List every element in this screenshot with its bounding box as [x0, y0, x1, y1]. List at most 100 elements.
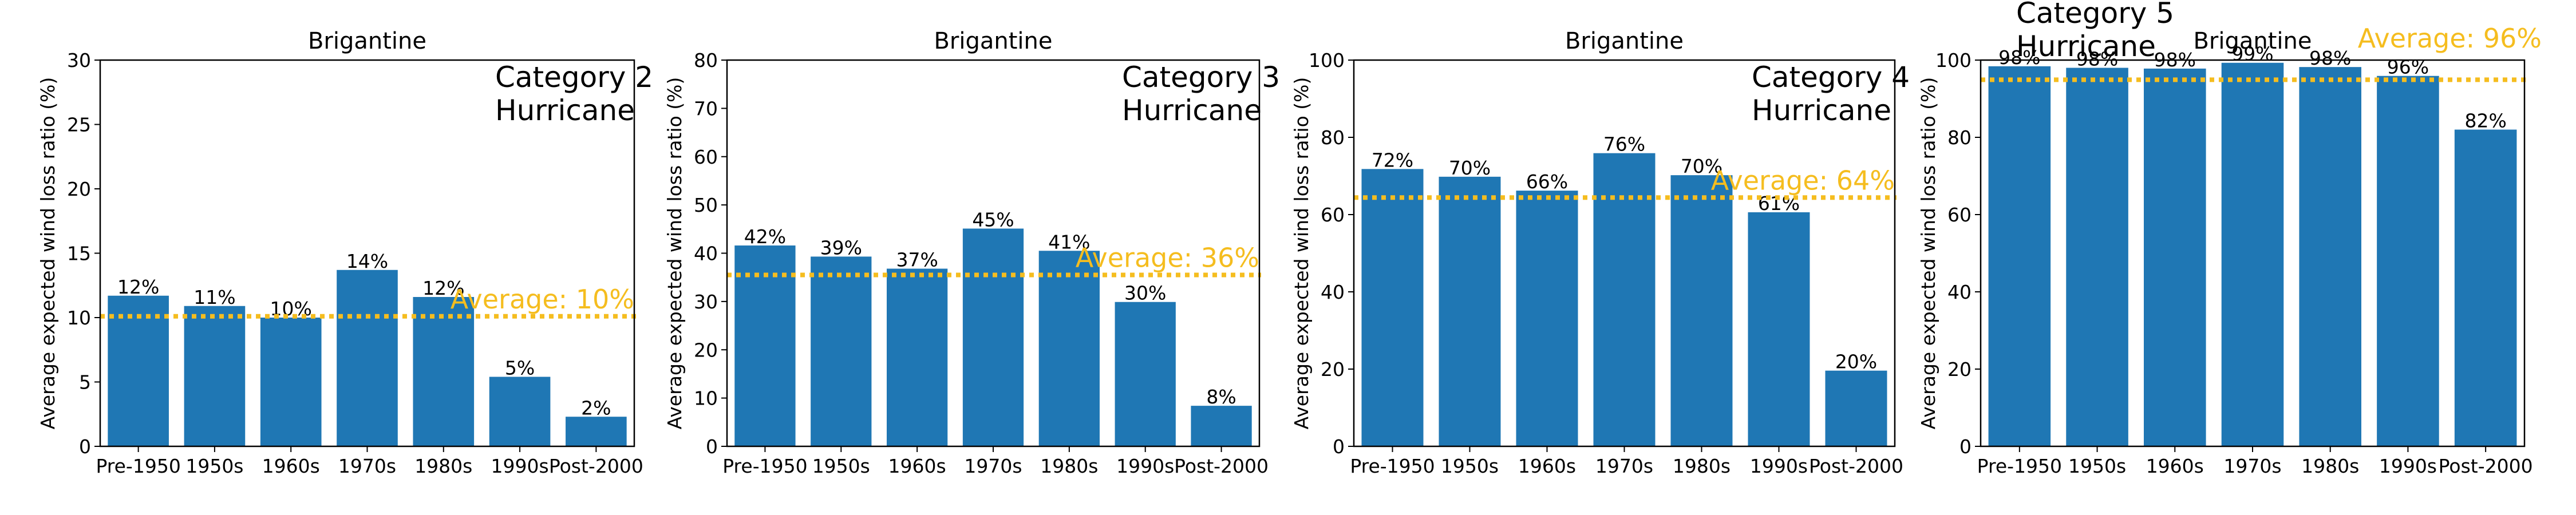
- bar-1960s: [1516, 191, 1578, 446]
- average-label: Average: 10%: [451, 284, 634, 315]
- x-tick-label: 1980s: [1040, 455, 1098, 477]
- y-tick-label: 15: [67, 243, 91, 265]
- x-tick-label: 1960s: [1518, 455, 1576, 477]
- x-tick-label: 1950s: [1441, 455, 1499, 477]
- y-tick-label: 10: [694, 387, 718, 410]
- x-tick-label: Pre-1950: [722, 455, 807, 477]
- y-tick-label: 5: [79, 371, 91, 394]
- bar-1980s: [1038, 251, 1100, 446]
- x-tick-label: 1970s: [1595, 455, 1653, 477]
- y-tick-label: 60: [1321, 204, 1345, 226]
- bar-1970s: [1593, 153, 1656, 446]
- y-tick-label: 80: [694, 49, 718, 72]
- bar-1950s: [811, 256, 872, 446]
- chart-title: Brigantine: [308, 28, 426, 54]
- bar-value-label: 70%: [1449, 157, 1491, 179]
- bar-1960s: [2144, 68, 2206, 447]
- bar-value-label: 12%: [422, 277, 464, 299]
- bar-value-label: 70%: [1681, 155, 1722, 177]
- x-tick-label: 1950s: [185, 455, 243, 477]
- bar-1970s: [962, 228, 1024, 446]
- bar-post-2000: [2454, 129, 2517, 446]
- y-tick-label: 100: [1935, 49, 1971, 72]
- x-tick-label: 1980s: [1673, 455, 1730, 477]
- y-tick-label: 10: [67, 307, 91, 329]
- bar-post-2000: [1191, 406, 1252, 446]
- y-axis-label: Average expected wind loss ratio (%): [663, 77, 686, 430]
- y-tick-label: 40: [694, 243, 718, 265]
- bar-value-label: 20%: [1835, 351, 1877, 373]
- chart-panel-2: Brigantine 42% Pre-1950 39% 1950s 37% 1960s 45%…: [663, 28, 1280, 477]
- bar-post-2000: [566, 417, 627, 446]
- bar-value-label: 99%: [2231, 43, 2273, 65]
- x-tick-label: 1990s: [1750, 455, 1808, 477]
- bar-value-label: 66%: [1526, 171, 1568, 193]
- x-tick-label: 1990s: [491, 455, 548, 477]
- bar-post-2000: [1825, 370, 1887, 446]
- y-tick-label: 40: [1321, 281, 1345, 303]
- bar-1980s: [1670, 175, 1733, 446]
- average-label: Average: 96%: [2358, 23, 2542, 54]
- chart-panel-4: Brigantine98%Pre-195098%1950s98%1960s99%…: [1917, 0, 2542, 477]
- y-tick-label: 50: [694, 194, 718, 216]
- bar-1990s: [1115, 302, 1176, 446]
- bar-value-label: 5%: [505, 357, 535, 379]
- bar-value-label: 98%: [2309, 47, 2351, 69]
- category-annotation: Hurricane: [495, 94, 635, 127]
- bar-value-label: 39%: [820, 236, 862, 259]
- y-tick-label: 60: [694, 146, 718, 168]
- bar-1980s: [413, 297, 475, 446]
- x-tick-label: Post-2000: [549, 455, 643, 477]
- bar-value-label: 30%: [1124, 282, 1166, 304]
- y-tick-label: 100: [1309, 49, 1345, 72]
- x-tick-label: Post-2000: [1809, 455, 1903, 477]
- bar-1960s: [260, 318, 322, 446]
- x-tick-label: 1960s: [888, 455, 946, 477]
- bar-value-label: 37%: [896, 249, 938, 271]
- bar-value-label: 2%: [581, 397, 611, 419]
- chart-title: Brigantine: [2193, 28, 2312, 54]
- bar-value-label: 96%: [2387, 56, 2429, 78]
- y-axis-label: Average expected wind loss ratio (%): [1290, 77, 1313, 430]
- y-tick-label: 0: [1333, 435, 1345, 458]
- x-tick-label: 1980s: [2301, 455, 2359, 477]
- x-tick-label: Post-2000: [1174, 455, 1269, 477]
- y-tick-label: 20: [67, 178, 91, 200]
- chart-title: Brigantine: [934, 28, 1052, 54]
- chart-panel-3: Brigantine 72% Pre-1950 70% 1950s 66% 1960s 76%…: [1290, 28, 1910, 477]
- bar-value-label: 12%: [117, 276, 159, 298]
- x-tick-label: 1990s: [2379, 455, 2437, 477]
- category-annotation: Category 2: [495, 61, 653, 94]
- y-tick-label: 0: [79, 435, 91, 458]
- x-tick-label: 1990s: [1116, 455, 1174, 477]
- bar-1990s: [1748, 212, 1810, 446]
- y-tick-label: 80: [1947, 126, 1971, 149]
- y-tick-label: 20: [1321, 358, 1345, 381]
- y-tick-label: 80: [1321, 126, 1345, 149]
- plot-frame: [1353, 59, 1896, 447]
- x-tick-label: Pre-1950: [1977, 455, 2062, 477]
- y-tick-label: 60: [1947, 204, 1971, 226]
- chart-title: Brigantine: [1565, 28, 1684, 54]
- y-tick-label: 0: [1959, 435, 1971, 458]
- bar-1970s: [337, 270, 398, 446]
- x-tick-label: Post-2000: [2439, 455, 2533, 477]
- x-tick-label: 1960s: [262, 455, 320, 477]
- category-annotation: Hurricane: [1752, 94, 1891, 127]
- bar-value-label: 76%: [1603, 133, 1645, 156]
- plot-frame: [1980, 59, 2526, 447]
- bar-1950s: [184, 306, 246, 446]
- bar-value-label: 72%: [1372, 149, 1413, 171]
- x-tick-label: 1950s: [812, 455, 870, 477]
- bar-value-label: 45%: [972, 208, 1014, 231]
- bar-pre-1950: [734, 245, 796, 446]
- bar-value-label: 98%: [2076, 48, 2118, 70]
- x-tick-label: 1970s: [2223, 455, 2281, 477]
- x-tick-label: Pre-1950: [1350, 455, 1435, 477]
- bar-value-label: 42%: [744, 225, 786, 248]
- bar-1990s: [2377, 76, 2439, 447]
- y-tick-label: 40: [1947, 281, 1971, 303]
- y-tick-label: 0: [706, 435, 718, 458]
- bar-1950s: [2066, 68, 2128, 446]
